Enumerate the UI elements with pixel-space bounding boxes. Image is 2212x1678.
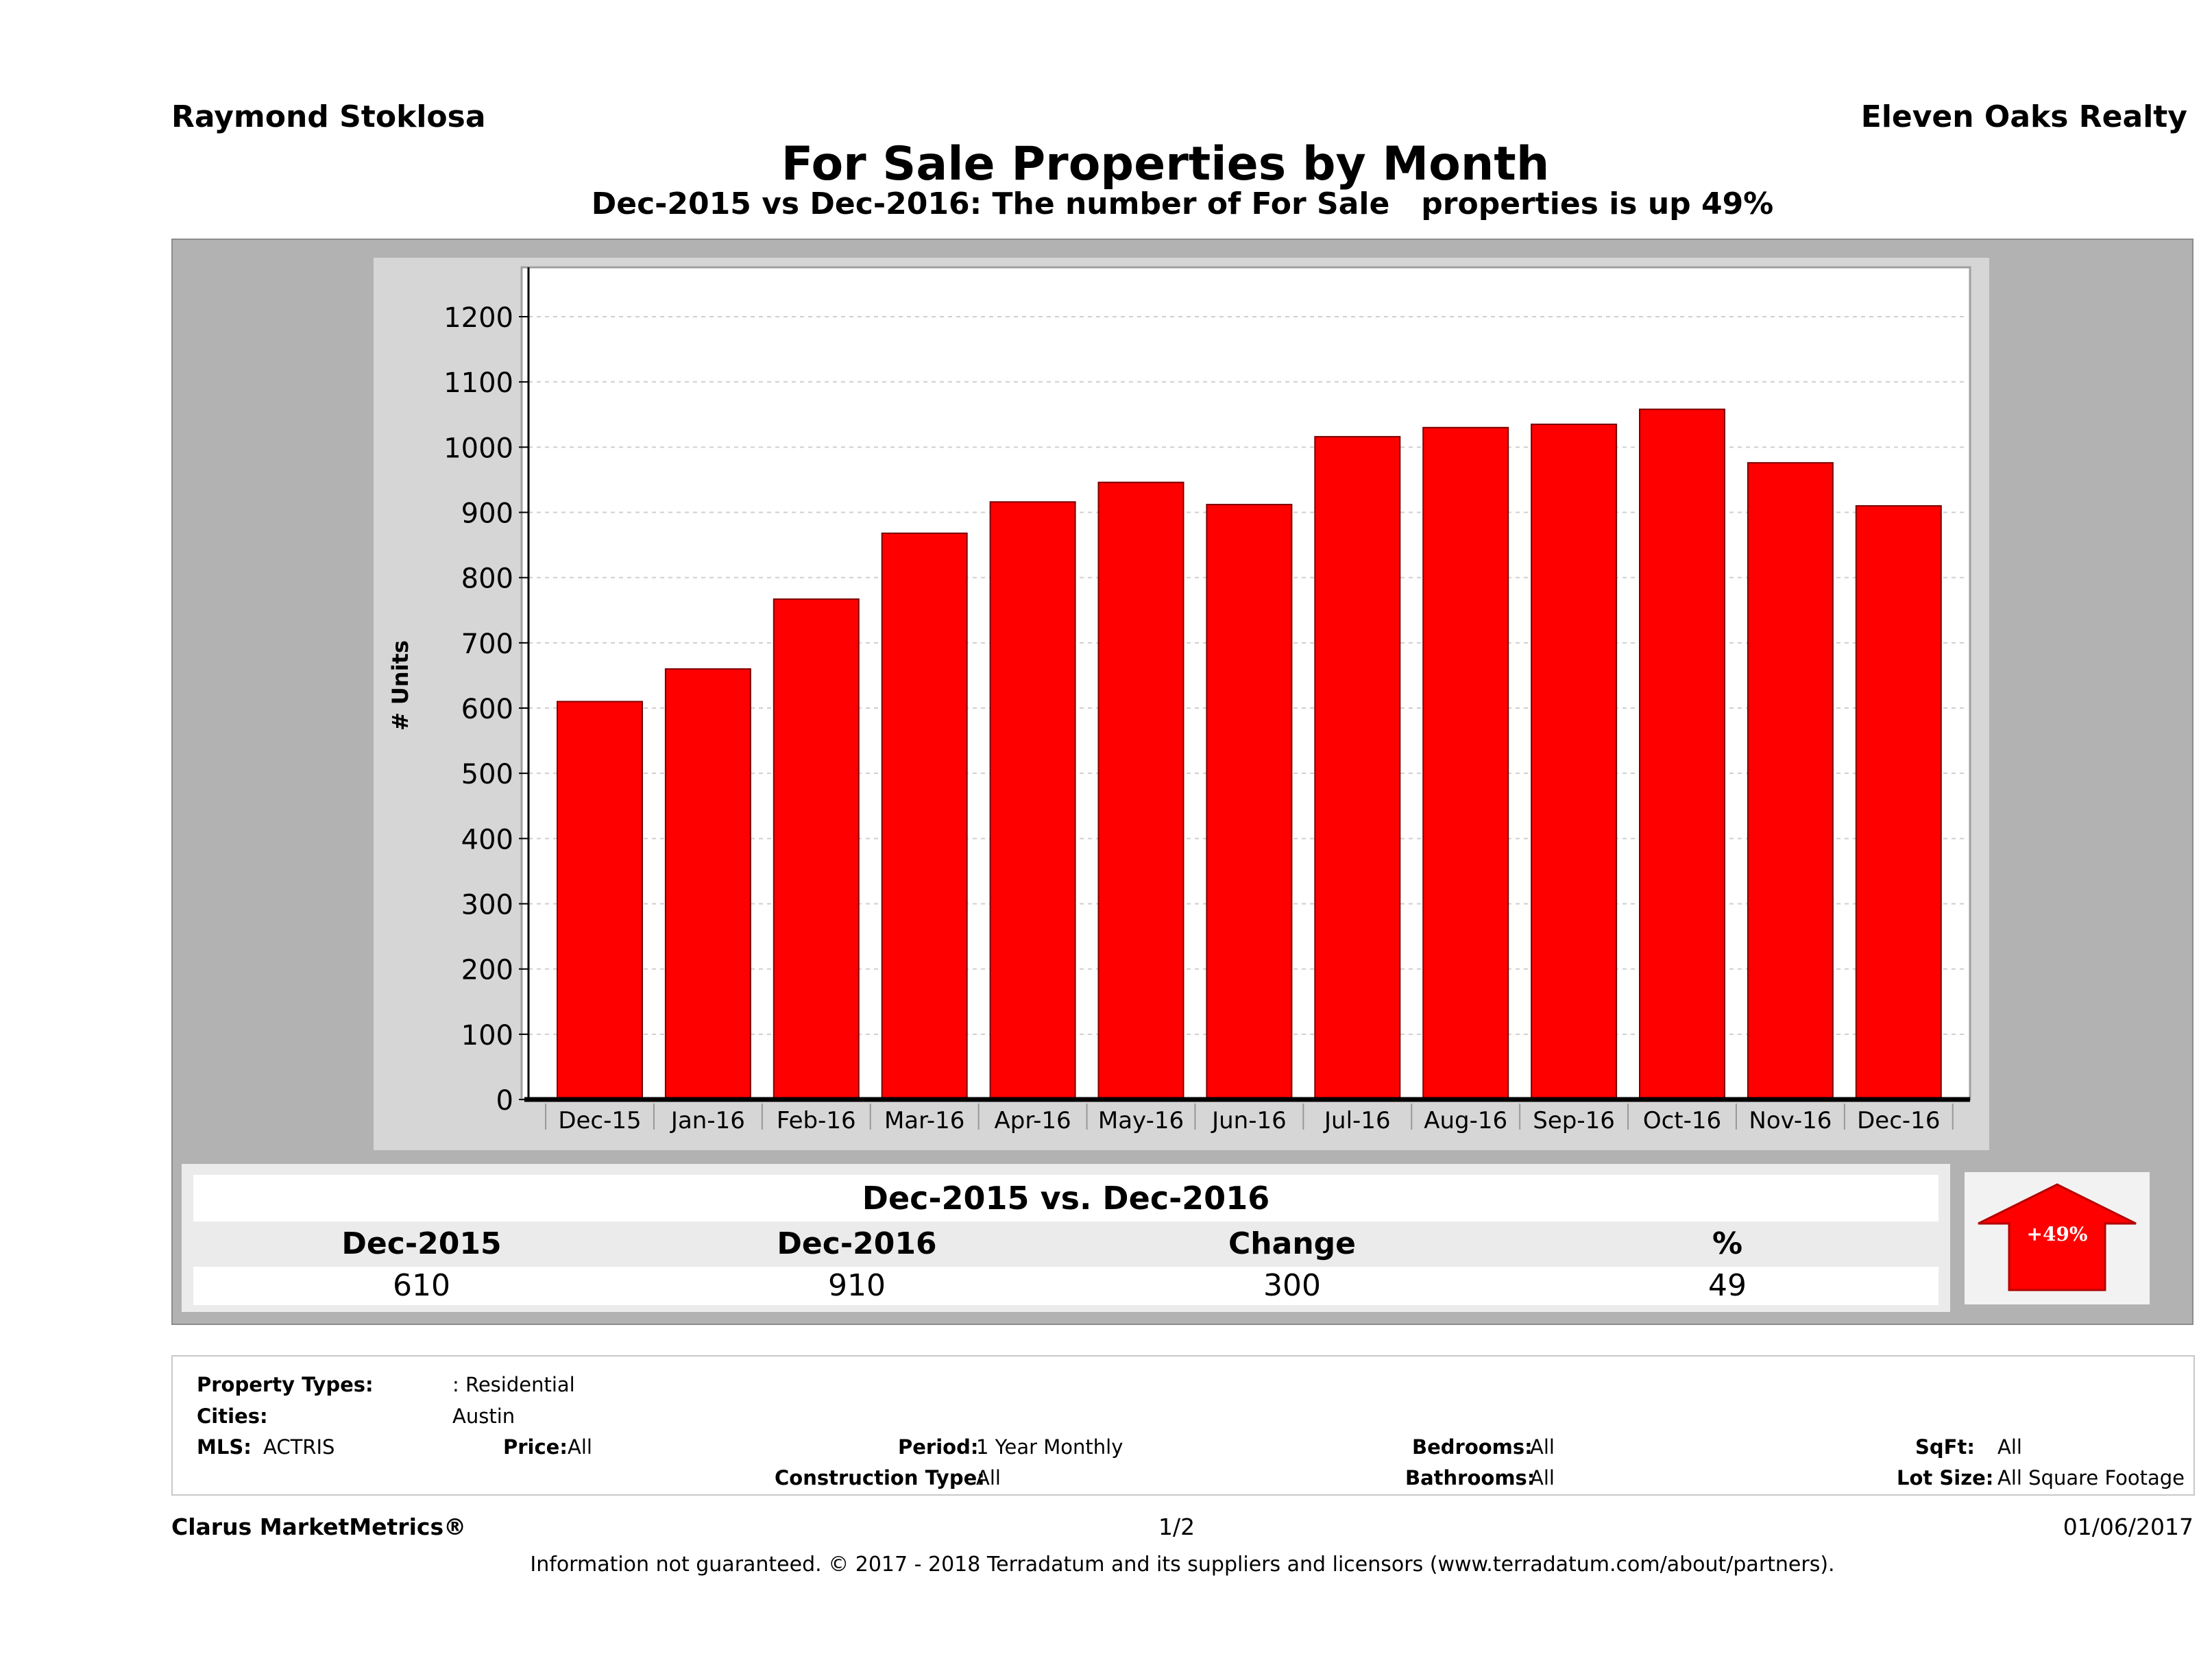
chart-area: 0 100 200 300 400 500 600 700 800 900 1000 1100 1200… [374, 258, 1989, 1150]
period-label: Period: [898, 1435, 979, 1459]
filter-info: Property Types: : Residential Cities: Au… [171, 1355, 2195, 1496]
y-tick-label: 400 [461, 824, 513, 855]
property-types-label: Property Types: [197, 1373, 374, 1396]
x-tick-label: Feb-16 [777, 1107, 856, 1134]
y-tick-label: 600 [461, 694, 513, 725]
bar-chart: 0 100 200 300 400 500 600 700 800 900 1000 1100 1200… [387, 266, 1971, 1134]
y-tick-label: 0 [496, 1085, 513, 1117]
change-badge-label: +49% [2026, 1223, 2087, 1245]
summary-header-row: Dec-2015 Dec-2016 Change % [193, 1223, 1938, 1265]
change-badge: +49% [1965, 1172, 2150, 1304]
cities-label: Cities: [197, 1405, 268, 1428]
price-label: Price: [503, 1435, 568, 1459]
summary-value-dec2015: 610 [393, 1268, 450, 1303]
bathrooms-value: All [1530, 1466, 1555, 1489]
footer-brand: Clarus MarketMetrics® [171, 1513, 467, 1540]
price-value: All [568, 1435, 592, 1459]
y-tick-label: 1100 [443, 367, 513, 399]
bar-apr-16 [989, 501, 1076, 1101]
bar-jan-16 [664, 668, 751, 1100]
sqft-label: SqFt: [1915, 1435, 1975, 1459]
mls-value: ACTRIS [263, 1435, 335, 1459]
y-tick-label: 700 [461, 629, 513, 660]
summary-value-dec2016: 910 [828, 1268, 886, 1303]
x-tick-label: Apr-16 [995, 1107, 1071, 1134]
summary-value-percent: 49 [1708, 1268, 1747, 1303]
construction-type-value: All [976, 1466, 1001, 1489]
lot-size-label: Lot Size: [1897, 1466, 1994, 1489]
x-tick-label: Jan-16 [670, 1107, 745, 1134]
summary-header-percent: % [1712, 1226, 1743, 1261]
bathrooms-label: Bathrooms: [1405, 1466, 1535, 1489]
lot-size-value: All Square Footage [1997, 1466, 2185, 1489]
up-arrow-icon [1978, 1183, 2137, 1291]
y-tick-label: 500 [461, 759, 513, 790]
bar-nov-16 [1747, 462, 1834, 1100]
summary-header-change: Change [1228, 1226, 1356, 1261]
bar-mar-16 [881, 532, 968, 1101]
mls-label: MLS: [197, 1435, 252, 1459]
x-tick-label: Dec-15 [558, 1107, 641, 1134]
x-tick-label: Jun-16 [1211, 1107, 1287, 1134]
summary-table: Dec-2015 vs. Dec-2016 Dec-2015 Dec-2016 … [182, 1164, 1950, 1312]
bar-jun-16 [1206, 504, 1293, 1100]
y-tick-label: 800 [461, 563, 513, 595]
summary-header-dec2015: Dec-2015 [341, 1226, 502, 1261]
y-tick-label: 100 [461, 1020, 513, 1051]
company-name: Eleven Oaks Realty [1860, 99, 2187, 134]
x-tick-label: Dec-16 [1857, 1107, 1940, 1134]
y-axis-label: # Units [387, 640, 413, 731]
x-tick-label: Nov-16 [1749, 1107, 1832, 1134]
x-tick-label: Oct-16 [1643, 1107, 1721, 1134]
x-tick-label: May-16 [1098, 1107, 1184, 1134]
x-tick-label: Jul-16 [1323, 1107, 1391, 1134]
summary-value-row: 610 910 300 49 [193, 1267, 1938, 1305]
x-tick-label: Mar-16 [884, 1107, 965, 1134]
y-tick-label: 200 [461, 955, 513, 986]
bar-jul-16 [1314, 436, 1401, 1100]
chart-title: For Sale Properties by Month [781, 137, 1550, 191]
chart-subtitle: Dec-2015 vs Dec-2016: The number of For … [591, 186, 1774, 221]
agent-name: Raymond Stoklosa [171, 99, 486, 134]
bar-dec-15 [557, 701, 643, 1100]
summary-title: Dec-2015 vs. Dec-2016 [193, 1175, 1938, 1221]
cities-value: Austin [452, 1405, 515, 1428]
bar-aug-16 [1422, 426, 1509, 1101]
bedrooms-label: Bedrooms: [1412, 1435, 1533, 1459]
property-types-value: : Residential [452, 1373, 575, 1396]
bar-oct-16 [1639, 409, 1725, 1101]
summary-value-change: 300 [1263, 1268, 1321, 1303]
bar-feb-16 [773, 598, 860, 1100]
disclaimer: Information not guaranteed. © 2017 - 201… [530, 1553, 1835, 1577]
y-tick-label: 1200 [443, 302, 513, 334]
x-tick-label: Sep-16 [1533, 1107, 1615, 1134]
report-date: 01/06/2017 [2063, 1513, 2193, 1540]
y-tick-label: 1000 [443, 433, 513, 464]
page-number: 1/2 [1158, 1513, 1195, 1540]
y-tick-label: 900 [461, 498, 513, 530]
bar-may-16 [1097, 481, 1184, 1100]
bar-dec-16 [1855, 504, 1942, 1100]
summary-header-dec2016: Dec-2016 [777, 1226, 937, 1261]
period-value: 1 Year Monthly [976, 1435, 1123, 1459]
bar-sep-16 [1531, 424, 1618, 1100]
sqft-value: All [1997, 1435, 2022, 1459]
construction-type-label: Construction Type: [775, 1466, 985, 1489]
y-tick-label: 300 [461, 890, 513, 921]
x-tick-label: Aug-16 [1424, 1107, 1507, 1134]
bedrooms-value: All [1530, 1435, 1555, 1459]
